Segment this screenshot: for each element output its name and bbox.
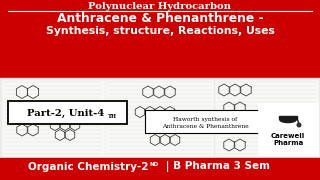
Polygon shape bbox=[279, 116, 297, 119]
Bar bbox=[0, 78, 320, 158]
Text: Anthracene & Phenanthrene -: Anthracene & Phenanthrene - bbox=[57, 12, 263, 25]
Text: Polynuclear Hydrocarbon: Polynuclear Hydrocarbon bbox=[89, 2, 231, 11]
Bar bbox=[0, 0, 320, 78]
Bar bbox=[105, 80, 213, 156]
FancyBboxPatch shape bbox=[7, 100, 126, 123]
Bar bbox=[2, 80, 104, 156]
Text: ND: ND bbox=[149, 161, 158, 166]
Bar bbox=[215, 80, 318, 156]
Text: Organic Chemistry-2: Organic Chemistry-2 bbox=[28, 162, 148, 172]
Text: Carewell: Carewell bbox=[271, 133, 305, 139]
Text: Synthesis, structure, Reactions, Uses: Synthesis, structure, Reactions, Uses bbox=[45, 26, 275, 36]
Ellipse shape bbox=[280, 118, 296, 123]
Text: Pharma: Pharma bbox=[273, 140, 303, 146]
Bar bbox=[0, 158, 320, 180]
Circle shape bbox=[297, 123, 301, 127]
Text: TH: TH bbox=[108, 114, 117, 119]
Text: Haworth synthesis of
Anthracene & Phenanthrene: Haworth synthesis of Anthracene & Phenan… bbox=[162, 117, 248, 129]
Bar bbox=[258, 103, 318, 155]
Text: Part-2, Unit-4: Part-2, Unit-4 bbox=[28, 109, 105, 118]
Text: | B Pharma 3 Sem: | B Pharma 3 Sem bbox=[162, 161, 270, 172]
FancyBboxPatch shape bbox=[145, 109, 266, 132]
